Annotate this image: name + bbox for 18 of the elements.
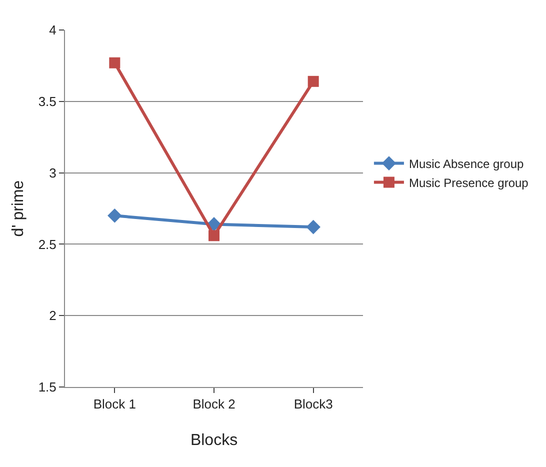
y-tick-label: 4: [49, 22, 56, 38]
y-tick-label: 3.5: [38, 94, 56, 109]
y-tick-label: 2: [49, 308, 56, 324]
point: [109, 57, 120, 68]
point: [308, 76, 319, 87]
x-axis-title: Blocks: [190, 432, 238, 449]
legend-label: Music Absence group: [408, 156, 524, 171]
point: [208, 230, 220, 242]
x-tick-label: Block 2: [192, 396, 236, 412]
legend-label: Music Presence group: [408, 176, 529, 190]
point: [108, 208, 122, 223]
y-tick-label: 2.5: [38, 236, 56, 252]
y-tick-label: 3: [49, 165, 56, 180]
point: [306, 220, 320, 234]
y-tick-label: 1.5: [38, 380, 56, 395]
y-axis-title: d' prime: [10, 180, 27, 237]
x-tick-label: Block 1: [93, 396, 136, 412]
x-tick-label: Block3: [294, 396, 333, 412]
